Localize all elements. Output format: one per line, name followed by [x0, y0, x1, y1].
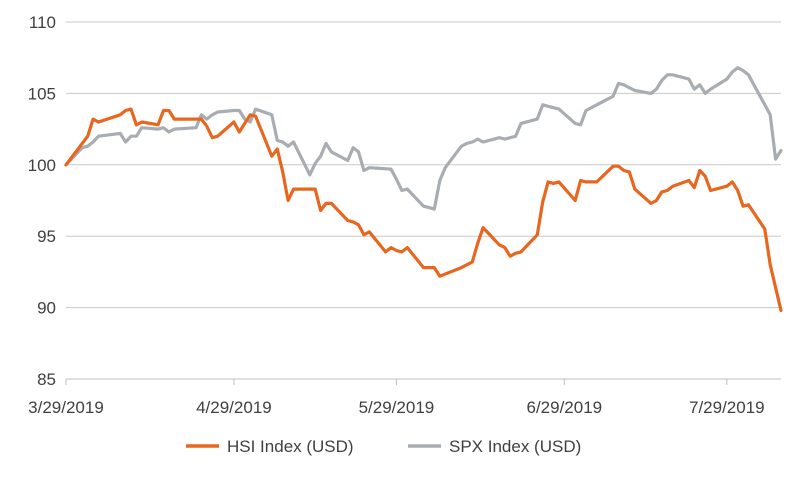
x-axis-tick-labels: 3/29/2019 4/29/2019 5/29/2019 6/29/2019 7/29… [28, 398, 764, 417]
x-tick-label-3/29/2019: 3/29/2019 [28, 398, 104, 417]
y-tick-label-110: 110 [29, 13, 56, 32]
legend-label-spx: SPX Index (USD) [449, 437, 581, 456]
gridlines [66, 21, 781, 309]
x-tick-label-4/29/2019: 4/29/2019 [196, 398, 272, 417]
series-line-hsi [64, 107, 783, 313]
x-tick-label-7/29/2019: 7/29/2019 [689, 398, 765, 417]
series-line-spx [64, 66, 783, 211]
legend: HSI Index (USD) SPX Index (USD) [186, 437, 581, 456]
y-tick-label-105: 105 [28, 84, 56, 103]
y-tick-label-100: 100 [28, 156, 56, 175]
y-tick-label-85: 85 [37, 370, 56, 389]
legend-label-hsi: HSI Index (USD) [227, 437, 354, 456]
y-tick-label-95: 95 [37, 227, 56, 246]
x-tick-label-5/29/2019: 5/29/2019 [359, 398, 435, 417]
series-lines [64, 66, 783, 313]
x-tick-label-6/29/2019: 6/29/2019 [527, 398, 603, 417]
y-tick-label-90: 90 [37, 299, 56, 318]
x-axis [65, 378, 781, 385]
y-axis-tick-labels: 85 90 95 100 105 110 [28, 13, 56, 389]
